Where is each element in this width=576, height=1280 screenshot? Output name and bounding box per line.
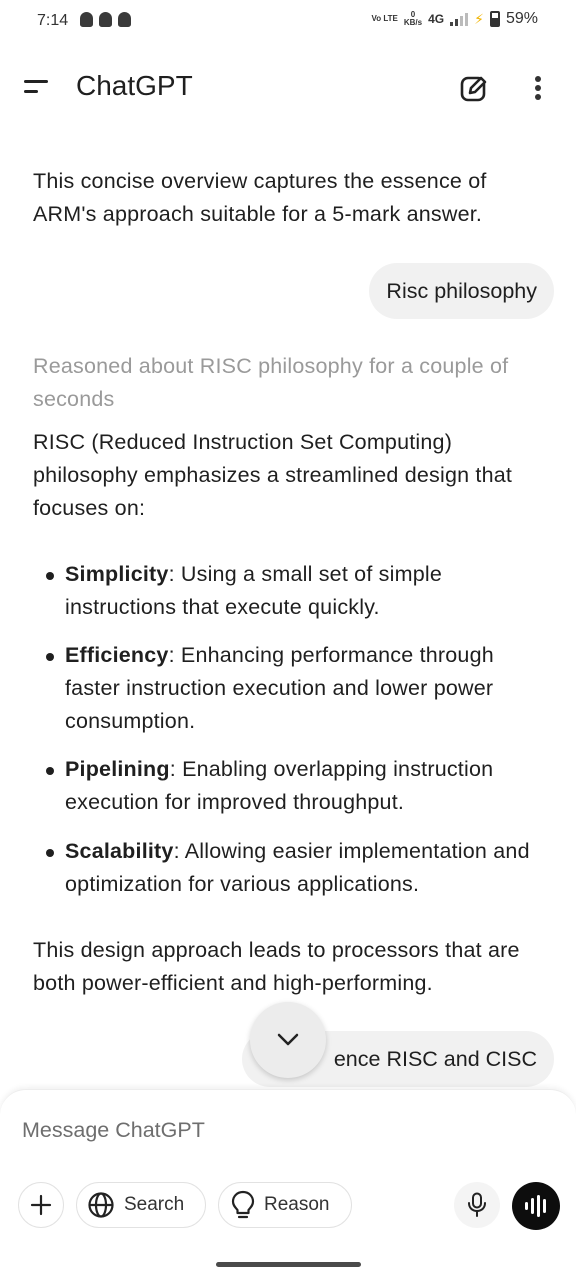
- battery-saver-icon: ⚡: [474, 10, 484, 27]
- snapchat-notification-icon: [80, 12, 93, 27]
- microphone-icon: [468, 1192, 486, 1217]
- bullet-term: Scalability: [65, 839, 174, 863]
- reason-label: Reason: [264, 1194, 330, 1215]
- voice-mode-button[interactable]: [512, 1182, 560, 1230]
- scroll-to-bottom-button[interactable]: [250, 1002, 326, 1078]
- user-message: Risc philosophy: [369, 263, 554, 319]
- bullet-term: Efficiency: [65, 643, 169, 667]
- snapchat-notification-icon: [99, 12, 112, 27]
- search-button[interactable]: Search: [76, 1182, 206, 1228]
- assistant-message-text: This design approach leads to processors…: [33, 938, 520, 995]
- composer: Search Reason: [0, 1089, 576, 1280]
- lightbulb-icon: [231, 1190, 255, 1219]
- user-message-text: ence RISC and CISC: [333, 1047, 537, 1071]
- reasoning-note[interactable]: Reasoned about RISC philosophy for a cou…: [33, 354, 509, 411]
- app-header: ChatGPT: [0, 52, 576, 122]
- bullet-text: : Using a small set of simple instructio…: [65, 562, 443, 619]
- status-bar: 7:14 Vo LTE 0 KB/s 4G ⚡ 59%: [0, 0, 576, 44]
- page-title: ChatGPT: [76, 70, 193, 101]
- bullet-dot: [46, 572, 54, 580]
- plus-icon: [30, 1194, 52, 1216]
- chevron-down-icon: [277, 1033, 299, 1046]
- bullet-text: : Enabling overlapping instruction execu…: [65, 757, 494, 814]
- snapchat-notification-icon: [118, 12, 131, 27]
- battery-icon: [489, 11, 500, 27]
- bullet-text: : Enhancing performance through faster i…: [65, 643, 494, 733]
- menu-icon[interactable]: [24, 78, 54, 98]
- bullet-term: Simplicity: [65, 562, 169, 586]
- battery-percent: 59%: [505, 10, 538, 27]
- notification-icons: [80, 12, 131, 27]
- bullet-dot: [46, 653, 54, 661]
- reason-button[interactable]: Reason: [218, 1182, 352, 1228]
- attach-button[interactable]: [18, 1182, 64, 1228]
- message-input[interactable]: [22, 1112, 542, 1148]
- bullet-dot: [46, 849, 54, 857]
- bullet-text: : Allowing easier implementation and opt…: [65, 839, 530, 896]
- data-rate-indicator: 0 KB/s: [404, 11, 422, 27]
- globe-icon: [88, 1192, 114, 1218]
- data-rate-value: 0: [410, 10, 416, 19]
- assistant-message-text: RISC (Reduced Instruction Set Computing)…: [33, 430, 513, 520]
- volte-indicator: Vo LTE: [371, 14, 398, 23]
- bullet-dot: [46, 767, 54, 775]
- more-options-icon[interactable]: [530, 72, 546, 104]
- status-time: 7:14: [37, 12, 69, 29]
- search-label: Search: [124, 1194, 185, 1215]
- dictate-button[interactable]: [454, 1182, 500, 1228]
- assistant-message-text: This concise overview captures the essen…: [33, 169, 487, 226]
- data-rate-unit: KB/s: [403, 18, 423, 27]
- network-type: 4G: [428, 12, 445, 26]
- bullet-term: Pipelining: [65, 757, 170, 781]
- new-chat-icon[interactable]: [458, 72, 490, 104]
- home-indicator[interactable]: [216, 1262, 361, 1267]
- signal-icon: [450, 12, 469, 26]
- status-indicators: Vo LTE 0 KB/s 4G ⚡ 59%: [371, 10, 538, 28]
